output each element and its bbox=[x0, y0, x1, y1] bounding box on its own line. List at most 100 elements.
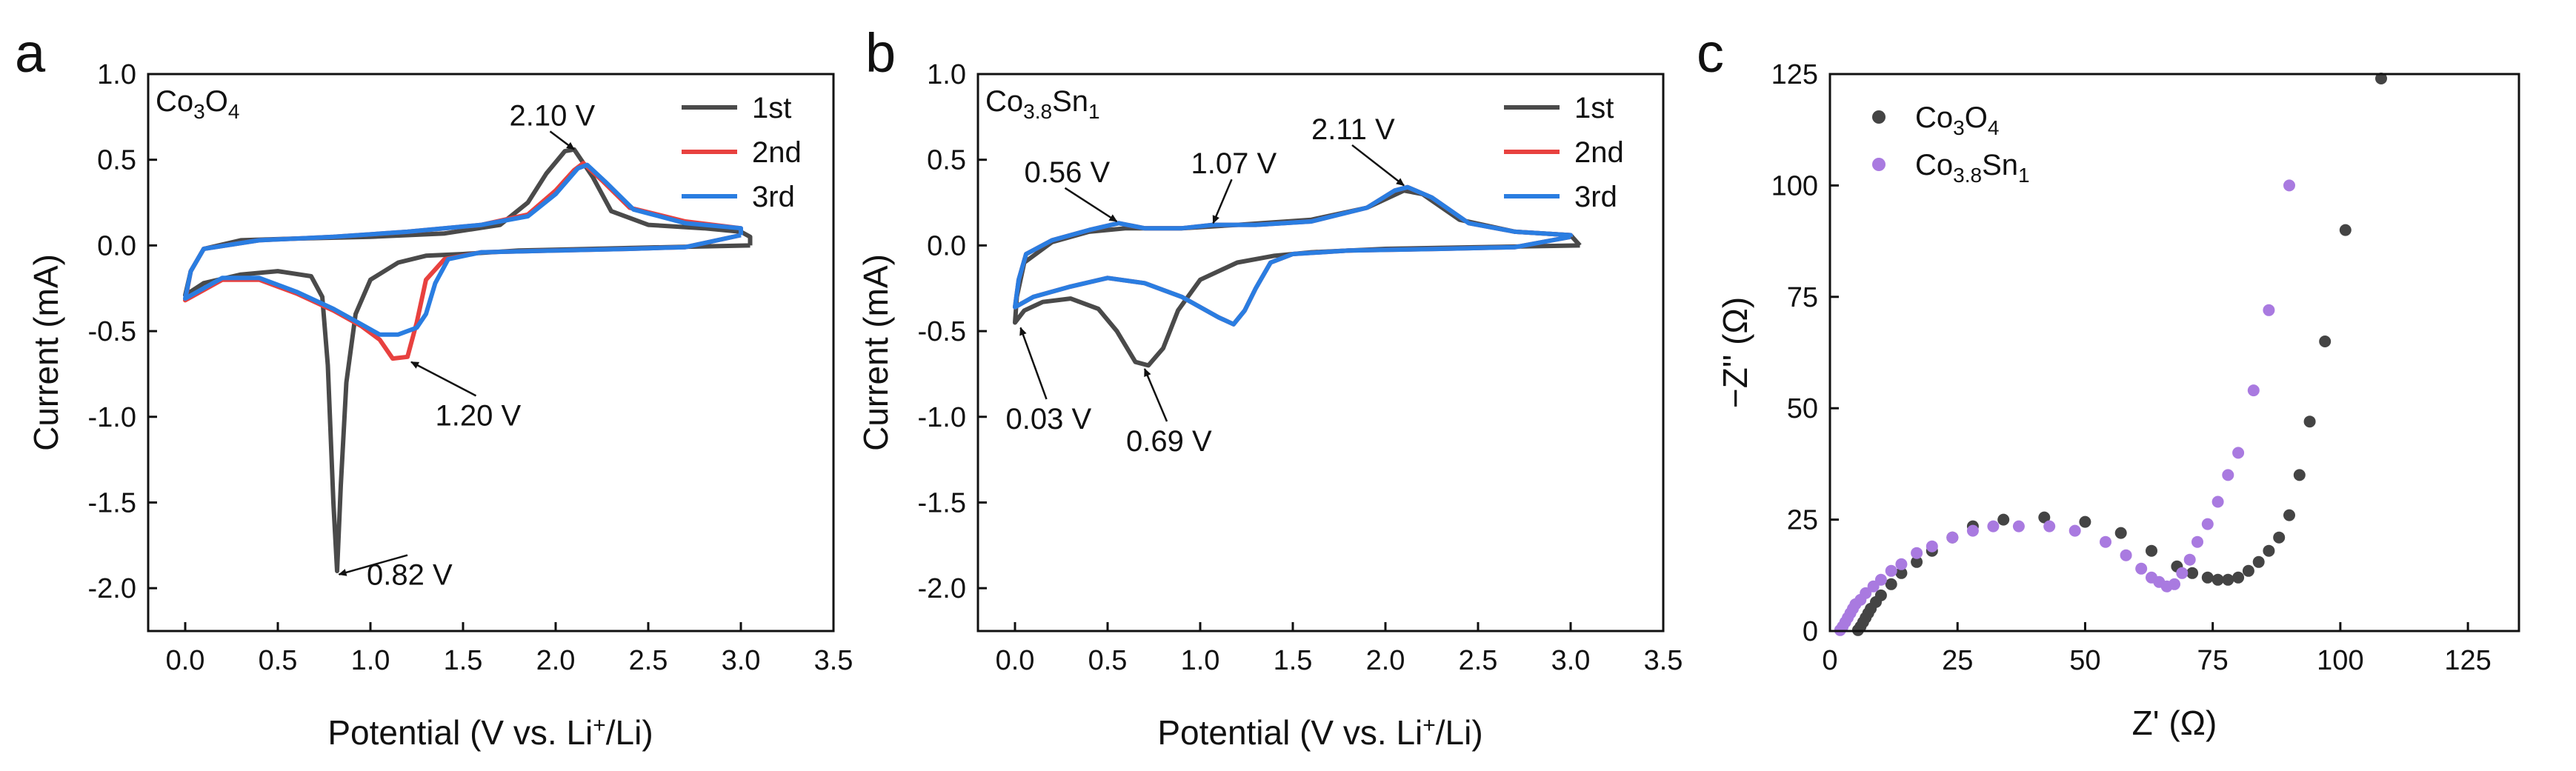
x-tick-label: 25 bbox=[1942, 645, 1973, 676]
x-tick-label: 3.5 bbox=[814, 645, 853, 676]
x-tick-label: 1.0 bbox=[1181, 645, 1220, 676]
peak-label: 1.20 V bbox=[436, 399, 522, 432]
x-axis-title-a: Potential (V vs. Li+/Li) bbox=[327, 713, 653, 752]
peak-label: 0.03 V bbox=[1006, 403, 1092, 435]
cv-panel-b: 0.0 0.5 1.0 1.5 2.0 2.5 3.0 3.5 -2.0 -1.5 -1.0 -0.… bbox=[856, 59, 1683, 752]
eis-point-series-2 bbox=[1946, 531, 1959, 544]
x-tick-label: 50 bbox=[2069, 645, 2100, 676]
eis-point-series-2 bbox=[1911, 547, 1923, 559]
x-axis-title-c: Z' (Ω) bbox=[2132, 704, 2217, 742]
y-tick-label: 0.5 bbox=[97, 145, 136, 176]
eis-point-series-2 bbox=[2222, 469, 2234, 481]
plot-frame-b bbox=[976, 73, 1665, 633]
eis-point-series-1 bbox=[1997, 513, 2010, 526]
peak-arrow bbox=[1143, 368, 1168, 422]
y-tick-label: -1.5 bbox=[918, 487, 966, 518]
eis-point-series-2 bbox=[2120, 549, 2132, 561]
eis-point-series-2 bbox=[1966, 524, 1979, 537]
eis-point-series-1 bbox=[2201, 571, 2214, 584]
x-tick-label: 0.5 bbox=[1088, 645, 1128, 676]
y-tick-label: -0.5 bbox=[88, 316, 136, 347]
x-tick-label: 1.5 bbox=[1274, 645, 1313, 676]
peak-arrow bbox=[1351, 144, 1405, 187]
y-axis-title-c: −Z'' (Ω) bbox=[1716, 297, 1754, 408]
peak-arrow bbox=[1212, 178, 1233, 224]
peak-label: 2.10 V bbox=[510, 99, 596, 132]
legend-marker-co3o4 bbox=[1872, 110, 1886, 124]
eis-point-series-1 bbox=[2252, 555, 2265, 568]
peak-arrow bbox=[549, 130, 575, 150]
legend-label-3rd: 3rd bbox=[752, 181, 795, 213]
eis-point-series-1 bbox=[2303, 415, 2316, 428]
cv-panel-a: 0.0 0.5 1.0 1.5 2.0 2.5 3.0 3.5 -2.0 -1.5 -1.0 -0.… bbox=[27, 59, 853, 752]
eis-point-series-2 bbox=[1987, 520, 2000, 533]
y-tick-label: 125 bbox=[1771, 59, 1818, 90]
eis-point-series-1 bbox=[2293, 469, 2306, 481]
x-tick-label: 0.0 bbox=[996, 645, 1035, 676]
x-tick-label: 2.0 bbox=[1366, 645, 1405, 676]
eis-c-series bbox=[1834, 73, 2387, 636]
eis-point-series-2 bbox=[1926, 540, 1938, 553]
eis-point-series-2 bbox=[1895, 558, 1908, 570]
peak-arrow bbox=[410, 361, 477, 397]
eis-point-series-2 bbox=[1867, 580, 1880, 593]
eis-point-series-1 bbox=[2222, 573, 2234, 586]
x-tick-label: 3.0 bbox=[1551, 645, 1591, 676]
eis-panel-c: 0 25 50 75 100 125 0 25 50 75 100 125 Co3O4 Co3.8S… bbox=[1716, 59, 2520, 742]
y-axis-ticks-a: -2.0 -1.5 -1.0 -0.5 0.0 0.5 1.0 bbox=[88, 59, 157, 604]
eis-point-series-1 bbox=[2375, 73, 2387, 84]
y-tick-label: -1.0 bbox=[918, 402, 966, 433]
y-tick-label: -2.0 bbox=[88, 573, 136, 604]
peak-annotations-b: 0.56 V 1.07 V 2.11 V 0.03 V 0.69 V bbox=[1006, 113, 1405, 458]
y-tick-label: 0.0 bbox=[97, 230, 136, 261]
x-tick-label: 125 bbox=[2444, 645, 2491, 676]
x-tick-label: 0 bbox=[1822, 645, 1837, 676]
peak-annotations-a: 2.10 V 1.20 V 0.82 V bbox=[338, 99, 596, 592]
legend-label-2nd: 2nd bbox=[1574, 136, 1624, 169]
eis-point-series-1 bbox=[2319, 336, 2332, 347]
eis-point-series-2 bbox=[2169, 578, 2180, 590]
eis-point-series-1 bbox=[2283, 509, 2295, 521]
eis-point-series-2 bbox=[2263, 304, 2275, 316]
eis-point-series-2 bbox=[2012, 520, 2025, 533]
x-axis-ticks-a: 0.0 0.5 1.0 1.5 2.0 2.5 3.0 3.5 bbox=[166, 622, 853, 676]
x-tick-label: 2.0 bbox=[536, 645, 576, 676]
x-tick-label: 2.5 bbox=[1459, 645, 1498, 676]
y-axis-ticks-b: -2.0 -1.5 -1.0 -0.5 0.0 0.5 1.0 bbox=[918, 59, 987, 604]
eis-point-series-2 bbox=[2069, 524, 2081, 537]
plot-frame-c bbox=[1828, 73, 2520, 633]
x-axis-title-b: Potential (V vs. Li+/Li) bbox=[1157, 713, 1482, 752]
eis-point-series-2 bbox=[2191, 535, 2203, 548]
legend-label-1st: 1st bbox=[1574, 92, 1614, 124]
y-tick-label: 25 bbox=[1787, 505, 1818, 536]
legend-b: 1st 2nd 3rd bbox=[1504, 92, 1624, 213]
eis-point-series-1 bbox=[2079, 515, 2091, 528]
x-tick-label: 3.0 bbox=[722, 645, 761, 676]
x-tick-label: 2.5 bbox=[629, 645, 668, 676]
cv-curve-1st bbox=[1013, 188, 1582, 368]
y-axis-title-b: Current (mA) bbox=[856, 254, 895, 451]
cv-curve-3rd bbox=[1013, 184, 1573, 327]
plot-frame-a bbox=[147, 73, 835, 633]
peak-label: 1.07 V bbox=[1191, 147, 1277, 180]
peak-arrow bbox=[338, 554, 408, 576]
eis-point-series-2 bbox=[2043, 520, 2056, 533]
panel-letter-c: c bbox=[1697, 22, 1724, 84]
cv-b-series bbox=[1013, 184, 1582, 368]
eis-point-series-2 bbox=[2232, 447, 2245, 459]
legend-label-3rd: 3rd bbox=[1574, 181, 1617, 213]
eis-point-series-1 bbox=[2263, 544, 2275, 557]
x-tick-label: 3.5 bbox=[1644, 645, 1683, 676]
eis-point-series-2 bbox=[1860, 587, 1872, 599]
cv-curve-2nd bbox=[183, 161, 743, 361]
eis-point-series-1 bbox=[2242, 564, 2254, 577]
eis-point-series-1 bbox=[1874, 589, 1887, 601]
eis-point-series-2 bbox=[1874, 573, 1887, 586]
eis-point-series-1 bbox=[2186, 567, 2199, 579]
y-tick-label: 0.5 bbox=[927, 145, 966, 176]
eis-point-series-2 bbox=[2211, 495, 2224, 508]
x-tick-label: 100 bbox=[2317, 645, 2363, 676]
peak-label: 2.11 V bbox=[1311, 113, 1395, 146]
x-tick-label: 1.0 bbox=[351, 645, 390, 676]
